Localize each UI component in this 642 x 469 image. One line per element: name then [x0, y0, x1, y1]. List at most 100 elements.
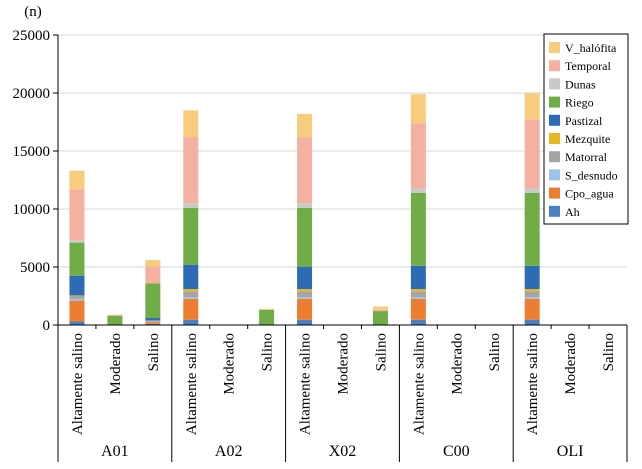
y-tick-label: 20000 — [13, 86, 51, 102]
bar-segment-riego — [524, 192, 540, 266]
legend-swatch — [549, 42, 560, 53]
bar-segment-temporal — [372, 309, 388, 312]
bar-segment-matorral — [524, 291, 540, 298]
x-category-label: Moderado — [563, 333, 579, 395]
bar-segment-temporal — [410, 123, 426, 189]
bar-segment-temporal — [297, 137, 313, 204]
legend-label: Riego — [565, 96, 594, 110]
legend-swatch — [549, 96, 560, 108]
bar-segment-matorral — [410, 291, 426, 298]
bar-segment-matorral — [145, 320, 161, 322]
legend-swatch — [549, 60, 560, 72]
bar-segment-v-hal-fita — [524, 93, 540, 120]
bar-segment-cpo-agua — [410, 298, 426, 320]
bar-segment-s-desnudo — [524, 297, 540, 299]
axes-group: 0 5000 10000 15000 20000 25000 Altamente salin… — [13, 28, 628, 462]
bar-segment-temporal — [107, 315, 123, 316]
legend: V_halófita Temporal Dunas Riego Pastizal Mezq… — [543, 33, 629, 225]
bar-segment-cpo-agua — [69, 300, 85, 322]
bar-segment-ah — [297, 319, 313, 325]
x-category-label: Salino — [487, 333, 503, 371]
bar-segment-pastizal — [69, 275, 85, 296]
bar-segment-dunas — [410, 188, 426, 193]
bar-segment-s-desnudo — [410, 297, 426, 299]
bar-segment-ah — [145, 323, 161, 325]
bar-segment-temporal — [69, 189, 85, 241]
y-tick-label: 15000 — [13, 144, 51, 160]
x-category-label: Moderado — [336, 333, 352, 395]
bar-segment-ah — [183, 319, 199, 325]
bar-segment-matorral — [297, 291, 313, 298]
x-category-label: Salino — [146, 333, 162, 371]
bar-segment-cpo-agua — [524, 298, 540, 320]
x-category-label: Moderado — [222, 333, 238, 395]
bar-segment-riego — [107, 315, 123, 325]
bar-segment-v-hal-fita — [410, 94, 426, 124]
bar-segment-s-desnudo — [297, 297, 313, 299]
legend-label: Pastizal — [565, 114, 603, 128]
group-label: A02 — [215, 443, 243, 460]
bar-segment-s-desnudo — [145, 321, 161, 323]
group-label: OLI — [557, 443, 584, 460]
y-tick-label: 25000 — [13, 28, 51, 44]
bar-segment-pastizal — [145, 318, 161, 321]
bar-segment-mezquite — [69, 295, 85, 296]
bar-segment-mezquite — [297, 289, 313, 292]
x-category-label: Salino — [373, 333, 389, 371]
bar-segment-cpo-agua — [297, 298, 313, 320]
bar-segment-s-desnudo — [183, 297, 199, 299]
bar-segment-temporal — [524, 119, 540, 189]
bar-segment-mezquite — [524, 289, 540, 292]
y-tick-label: 10000 — [13, 202, 51, 218]
bar-segment-ah — [69, 321, 85, 325]
bar-segment-dunas — [297, 203, 313, 208]
y-tick-label: 5000 — [20, 260, 50, 276]
legend-swatch — [549, 151, 560, 163]
gridlines — [58, 34, 627, 268]
bar-segment-pastizal — [297, 267, 313, 290]
legend-label: Cpo_agua — [565, 187, 614, 201]
bar-segment-cpo-agua — [145, 322, 161, 324]
bar-segment-v-hal-fita — [297, 113, 313, 138]
x-category-label: Moderado — [108, 333, 124, 395]
bar-segment-temporal — [145, 266, 161, 284]
bar-segment-riego — [183, 207, 199, 265]
legend-label: V_halófita — [565, 41, 617, 55]
bar-segment-v-hal-fita — [107, 314, 123, 316]
bar-segment-riego — [372, 311, 388, 325]
bar-segment-v-hal-fita — [183, 110, 199, 138]
bar-segment-riego — [297, 207, 313, 267]
bar-segment-pastizal — [524, 265, 540, 290]
bar-segment-mezquite — [183, 289, 199, 292]
bar-segment-v-hal-fita — [259, 308, 275, 310]
bar-segment-pastizal — [410, 265, 426, 290]
x-category-label: Altamente salino — [525, 333, 541, 435]
x-category-label: Altamente salino — [298, 333, 314, 435]
bars-group — [69, 93, 540, 325]
bar-segment-v-hal-fita — [145, 260, 161, 267]
bar-segment-matorral — [183, 291, 199, 298]
legend-swatch — [549, 169, 560, 181]
legend-swatch — [549, 78, 560, 90]
bar-segment-dunas — [69, 240, 85, 243]
bar-segment-cpo-agua — [183, 298, 199, 320]
bar-segment-matorral — [69, 296, 85, 299]
legend-label: S_desnudo — [565, 168, 618, 182]
x-category-label: Salino — [260, 333, 276, 371]
legend-swatch — [549, 114, 560, 126]
x-category-label: Altamente salino — [411, 333, 427, 435]
x-category-label: Moderado — [449, 333, 465, 395]
group-label: C00 — [443, 443, 470, 460]
legend-label: Ah — [565, 205, 580, 219]
legend-swatch — [549, 187, 560, 199]
x-category-label: Altamente salino — [70, 333, 86, 435]
x-category-label: Altamente salino — [184, 333, 200, 435]
group-label: X02 — [329, 443, 357, 460]
bar-segment-s-desnudo — [69, 298, 85, 301]
group-label: A01 — [101, 443, 129, 460]
y-tick-label: 0 — [43, 318, 51, 334]
bar-segment-pastizal — [183, 264, 199, 290]
bar-segment-v-hal-fita — [372, 306, 388, 310]
legend-label: Temporal — [565, 59, 611, 73]
